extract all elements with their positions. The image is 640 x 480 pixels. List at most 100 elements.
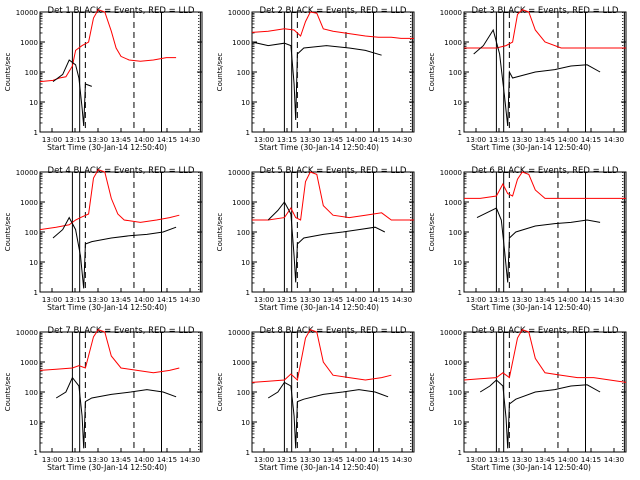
y-tick-label: 1 [458, 129, 462, 137]
x-tick-label: 13:15 [277, 136, 297, 144]
y-tick-label: 1 [34, 129, 38, 137]
y-tick-label: 10000 [440, 169, 462, 177]
y-tick-label: 1000 [444, 199, 462, 207]
lld-series-line [251, 328, 392, 383]
y-tick-label: 100 [25, 389, 38, 397]
x-tick-label: 13:15 [489, 456, 509, 464]
lld-series-line [463, 328, 627, 383]
y-tick-label: 10000 [228, 329, 250, 337]
y-tick-label: 10 [29, 419, 38, 427]
y-tick-label: 1 [246, 449, 250, 457]
x-tick-label: 14:30 [604, 456, 624, 464]
x-tick-label: 13:15 [65, 456, 85, 464]
y-tick-label: 1000 [232, 199, 250, 207]
chart-panel-5: Det 5 BLACK = Events, RED = LLD Counts/se… [216, 166, 415, 312]
x-tick-label: 13:00 [42, 456, 62, 464]
events-series-line [52, 59, 92, 127]
x-axis-label: Start Time (30-Jan-14 12:50:40) [471, 463, 591, 472]
x-tick-label: 13:30 [300, 296, 320, 304]
y-tick-label: 10 [29, 99, 38, 107]
y-tick-label: 10000 [16, 169, 38, 177]
y-tick-label: 1 [458, 289, 462, 297]
x-tick-label: 14:00 [558, 136, 578, 144]
x-axis-label: Start Time (30-Jan-14 12:50:40) [47, 303, 167, 312]
y-tick-label: 10 [453, 99, 462, 107]
x-tick-label: 13:00 [254, 296, 274, 304]
x-tick-label: 13:30 [512, 456, 532, 464]
y-tick-label: 1000 [20, 39, 38, 47]
x-tick-label: 14:15 [369, 296, 389, 304]
x-tick-label: 14:15 [157, 456, 177, 464]
chart-panel-6: Det 6 BLACK = Events, RED = LLD Counts/se… [428, 166, 627, 312]
x-tick-label: 13:15 [489, 136, 509, 144]
chart-panel-7: Det 7 BLACK = Events, RED = LLD Counts/se… [4, 326, 203, 472]
x-tick-label: 13:45 [535, 136, 555, 144]
x-axis-label: Start Time (30-Jan-14 12:50:40) [47, 143, 167, 152]
x-tick-label: 13:45 [535, 296, 555, 304]
plot-frame [251, 331, 415, 453]
y-axis-label: Counts/sec [216, 213, 224, 252]
y-tick-label: 1000 [232, 359, 250, 367]
x-tick-label: 13:45 [535, 456, 555, 464]
x-tick-label: 14:00 [134, 296, 154, 304]
y-tick-label: 1 [246, 129, 250, 137]
plot-frame [463, 11, 627, 133]
chart-title: Det 7 BLACK = Events, RED = LLD [48, 326, 195, 336]
y-tick-label: 1 [34, 449, 38, 457]
x-tick-label: 14:30 [604, 136, 624, 144]
x-tick-label: 14:00 [346, 296, 366, 304]
x-tick-label: 13:15 [489, 296, 509, 304]
x-tick-label: 13:30 [88, 456, 108, 464]
chart-panel-9: Det 9 BLACK = Events, RED = LLD Counts/se… [428, 326, 627, 472]
x-tick-label: 13:30 [88, 296, 108, 304]
chart-title: Det 2 BLACK = Events, RED = LLD [260, 6, 407, 16]
x-tick-label: 13:45 [111, 136, 131, 144]
y-tick-label: 10000 [440, 329, 462, 337]
x-tick-label: 14:30 [392, 456, 412, 464]
x-tick-label: 14:30 [392, 296, 412, 304]
events-series-line [267, 381, 389, 449]
x-axis-label: Start Time (30-Jan-14 12:50:40) [259, 303, 379, 312]
y-tick-label: 1000 [444, 359, 462, 367]
y-tick-label: 10000 [16, 9, 38, 17]
x-tick-label: 14:00 [346, 456, 366, 464]
chart-title: Det 4 BLACK = Events, RED = LLD [48, 166, 195, 176]
x-tick-label: 14:00 [558, 296, 578, 304]
y-tick-label: 10 [453, 419, 462, 427]
x-tick-label: 13:45 [323, 136, 343, 144]
y-axis-label: Counts/sec [4, 53, 12, 92]
y-axis-label: Counts/sec [428, 53, 436, 92]
x-tick-label: 14:30 [180, 136, 200, 144]
x-tick-label: 14:15 [581, 456, 601, 464]
y-tick-label: 10 [453, 259, 462, 267]
lld-series-line [39, 8, 177, 83]
x-tick-label: 13:45 [323, 456, 343, 464]
x-tick-label: 14:30 [180, 456, 200, 464]
chart-panel-4: Det 4 BLACK = Events, RED = LLD Counts/se… [4, 166, 203, 312]
x-tick-label: 14:00 [346, 136, 366, 144]
chart-title: Det 3 BLACK = Events, RED = LLD [472, 6, 619, 16]
lld-series-line [39, 328, 180, 374]
lld-series-line [39, 168, 180, 231]
y-tick-label: 100 [237, 389, 250, 397]
x-tick-label: 14:30 [392, 136, 412, 144]
y-tick-label: 1 [246, 289, 250, 297]
events-series-line [55, 376, 177, 449]
x-tick-label: 13:15 [277, 456, 297, 464]
x-tick-label: 14:15 [157, 296, 177, 304]
x-axis-label: Start Time (30-Jan-14 12:50:40) [259, 143, 379, 152]
events-series-line [476, 207, 601, 283]
x-tick-label: 14:15 [369, 456, 389, 464]
chart-title: Det 8 BLACK = Events, RED = LLD [260, 326, 407, 336]
x-tick-label: 13:15 [65, 296, 85, 304]
plot-frame [463, 331, 627, 453]
y-tick-label: 1 [458, 449, 462, 457]
plot-frame [251, 171, 415, 293]
x-tick-label: 13:45 [111, 296, 131, 304]
x-axis-label: Start Time (30-Jan-14 12:50:40) [47, 463, 167, 472]
y-tick-label: 10000 [440, 9, 462, 17]
x-tick-label: 14:15 [369, 136, 389, 144]
x-tick-label: 14:00 [134, 136, 154, 144]
y-tick-label: 10000 [16, 329, 38, 337]
